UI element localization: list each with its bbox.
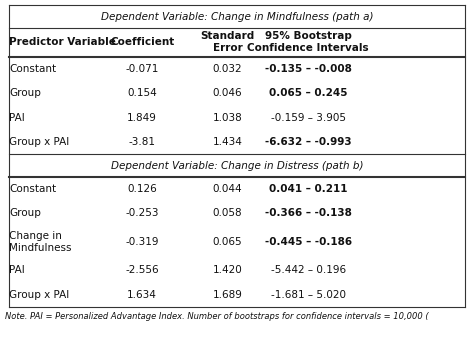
Text: -0.366 – -0.138: -0.366 – -0.138 [264,208,352,219]
Text: Group x PAI: Group x PAI [9,290,70,300]
Text: Group: Group [9,88,41,98]
Text: 1.849: 1.849 [127,113,157,123]
Text: 0.065: 0.065 [213,237,242,247]
Text: PAI: PAI [9,265,25,275]
Text: 1.420: 1.420 [213,265,242,275]
Text: Group: Group [9,208,41,219]
Text: Group x PAI: Group x PAI [9,137,70,147]
Text: -0.135 – -0.008: -0.135 – -0.008 [264,64,352,74]
Text: 95% Bootstrap
Confidence Intervals: 95% Bootstrap Confidence Intervals [247,31,369,53]
Text: -1.681 – 5.020: -1.681 – 5.020 [271,290,346,300]
Text: Coefficient: Coefficient [110,37,174,47]
Text: Dependent Variable: Change in Mindfulness (path a): Dependent Variable: Change in Mindfulnes… [101,12,373,22]
Text: 0.044: 0.044 [213,184,242,194]
Text: Constant: Constant [9,184,56,194]
Text: 1.689: 1.689 [212,290,243,300]
Text: 1.038: 1.038 [213,113,242,123]
Text: -5.442 – 0.196: -5.442 – 0.196 [271,265,346,275]
Text: -0.071: -0.071 [126,64,159,74]
Text: Constant: Constant [9,64,56,74]
Text: -0.253: -0.253 [126,208,159,219]
Text: -3.81: -3.81 [129,137,155,147]
Text: 0.032: 0.032 [213,64,242,74]
Text: -2.556: -2.556 [126,265,159,275]
Text: 0.046: 0.046 [213,88,242,98]
Text: 0.154: 0.154 [128,88,157,98]
Text: 0.041 – 0.211: 0.041 – 0.211 [269,184,347,194]
Text: PAI: PAI [9,113,25,123]
Text: Dependent Variable: Change in Distress (path b): Dependent Variable: Change in Distress (… [111,161,363,171]
Text: 0.126: 0.126 [128,184,157,194]
Text: 1.634: 1.634 [127,290,157,300]
Text: 1.434: 1.434 [212,137,243,147]
Text: -6.632 – -0.993: -6.632 – -0.993 [265,137,351,147]
Text: -0.445 – -0.186: -0.445 – -0.186 [264,237,352,247]
Text: Change in
Mindfulness: Change in Mindfulness [9,231,72,253]
Text: -0.159 – 3.905: -0.159 – 3.905 [271,113,346,123]
Text: Standard
Error: Standard Error [201,31,255,53]
Text: Note. PAI = Personalized Advantage Index. Number of bootstraps for confidence in: Note. PAI = Personalized Advantage Index… [5,312,428,321]
Text: Predictor Variable: Predictor Variable [9,37,116,47]
Text: 0.058: 0.058 [213,208,242,219]
Text: -0.319: -0.319 [126,237,159,247]
Text: 0.065 – 0.245: 0.065 – 0.245 [269,88,347,98]
